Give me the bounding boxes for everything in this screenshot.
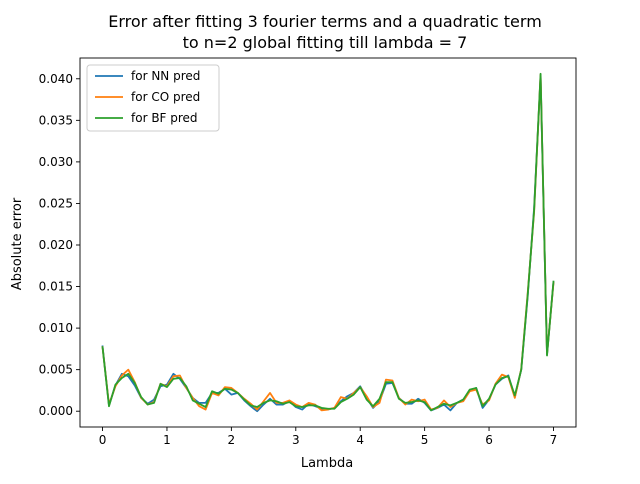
x-tick-label: 2 [228, 433, 236, 447]
x-tick-label: 1 [163, 433, 171, 447]
x-tick-label: 4 [356, 433, 364, 447]
x-tick-label: 5 [421, 433, 429, 447]
chart-title-line-2: to n=2 global fitting till lambda = 7 [183, 33, 468, 52]
y-tick-label: 0.035 [39, 113, 73, 127]
axes-frame [79, 57, 577, 428]
legend-box [86, 64, 220, 132]
y-tick-label: 0.020 [39, 238, 73, 252]
legend-label: for NN pred [131, 69, 200, 83]
y-tick-label: 0.030 [39, 155, 73, 169]
legend-label: for CO pred [131, 90, 200, 104]
x-tick-label: 7 [550, 433, 558, 447]
y-tick-label: 0.005 [39, 363, 73, 377]
legend: for NN pred for CO pred for BF pred [86, 64, 220, 132]
legend-label: for BF pred [131, 111, 198, 125]
plot-area: 0 1 2 3 4 5 6 7 0.000 0.005 0.010 0.015 0.020 0.025 0.… [39, 57, 577, 447]
y-tick-label: 0.015 [39, 280, 73, 294]
y-tick-label: 0.040 [39, 72, 73, 86]
y-tick-label: 0.000 [39, 404, 73, 418]
y-tick-label: 0.025 [39, 196, 73, 210]
x-tick-label: 6 [485, 433, 493, 447]
x-tick-label: 3 [292, 433, 300, 447]
x-axis-label: Lambda [301, 456, 353, 471]
y-axis-label: Absolute error [10, 197, 25, 290]
series-line-3 [101, 72, 555, 412]
chart-title-line-1: Error after fitting 3 fourier terms and … [108, 12, 542, 31]
x-tick-label: 0 [99, 433, 107, 447]
y-tick-label: 0.010 [39, 321, 73, 335]
